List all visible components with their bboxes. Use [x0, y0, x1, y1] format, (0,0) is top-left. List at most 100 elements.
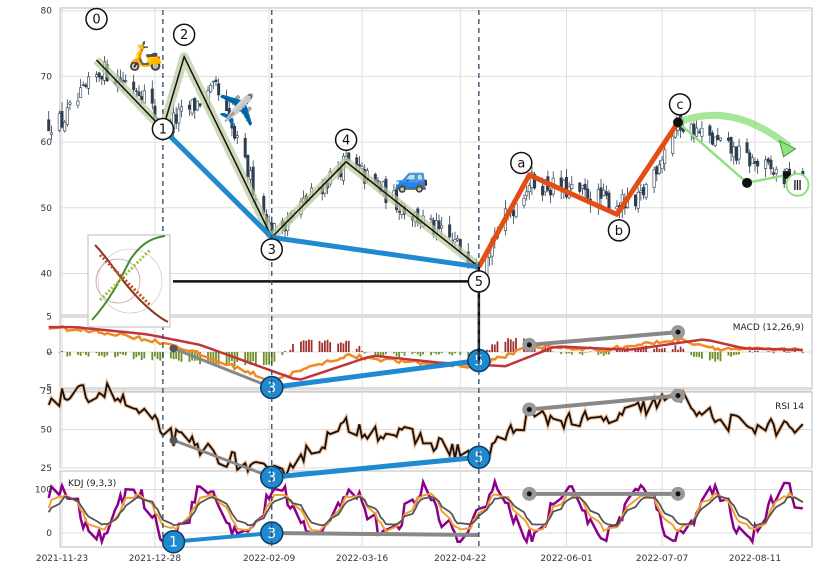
- candle-body: [198, 103, 202, 107]
- rsi-div-grey: [172, 438, 273, 479]
- candle-body: [97, 72, 101, 78]
- macd-hist-bar: [416, 352, 419, 355]
- candle-body: [150, 88, 154, 104]
- candle-body: [249, 170, 253, 180]
- macd-hist-bar: [730, 352, 733, 357]
- candle-body: [132, 81, 136, 90]
- macd-hist-bar: [84, 352, 87, 355]
- macd-y-tick: 5: [46, 313, 52, 323]
- macd-hist-bar: [578, 352, 581, 354]
- wave-label-3-circle: [260, 238, 284, 261]
- candle-body: [142, 90, 146, 104]
- macd-hist-bar: [690, 352, 693, 356]
- kdj-d-line: [47, 495, 804, 528]
- candle-body: [708, 125, 712, 136]
- candle-body: [697, 131, 701, 133]
- candle-body: [570, 183, 574, 189]
- candle-body: [511, 210, 515, 217]
- macd-hist-bar: [217, 352, 220, 365]
- macd-hist-bar: [47, 352, 50, 354]
- wave-label-4-circle: [334, 128, 358, 152]
- price-y-tick: 70: [41, 72, 53, 82]
- candle-body: [453, 239, 457, 243]
- macd-hist-bar: [79, 352, 82, 356]
- candle-body: [607, 192, 611, 211]
- candle-body: [360, 166, 364, 169]
- macd-hist-bar: [188, 352, 191, 362]
- rsi-y-tick: 50: [41, 426, 53, 436]
- macd-hist-bar: [653, 348, 656, 352]
- candle-body: [137, 91, 141, 97]
- macd-hist-bar: [714, 352, 717, 362]
- macd-hist-bar: [639, 348, 642, 352]
- price-panel-frame: [59, 7, 813, 316]
- candle-body: [235, 135, 239, 138]
- macd-hist-bar: [719, 352, 722, 362]
- macd-hist-bar: [284, 351, 286, 352]
- wave-label-2-circle: [172, 23, 196, 46]
- kdj-div-blue: [173, 531, 272, 544]
- macd-hist-bar: [382, 352, 385, 357]
- candle-body: [655, 166, 659, 175]
- candle-body: [615, 206, 619, 210]
- macd-hist-bar: [265, 352, 268, 365]
- macd-hist-bar: [785, 352, 788, 353]
- price-y-tick: 50: [41, 204, 53, 214]
- macd-hist-bar: [377, 352, 379, 357]
- scooter-icon: 🛵: [128, 39, 163, 72]
- rsi-div-node: [169, 436, 178, 445]
- macd-hist-bar: [116, 352, 119, 357]
- macd-hist-bar: [225, 352, 228, 365]
- macd-hist-bar: [738, 352, 740, 355]
- macd-hist-bar: [122, 352, 124, 355]
- macd-hist-bar: [270, 352, 273, 364]
- macd-hist-bar: [602, 352, 605, 356]
- candle-body: [756, 160, 760, 167]
- candle-body: [726, 137, 730, 141]
- kdj-k-line: [47, 491, 804, 533]
- wave-label-a: a: [517, 156, 525, 171]
- macd-hist-bar: [358, 345, 361, 352]
- price-y-tick: 40: [41, 270, 53, 280]
- candle-body: [639, 190, 643, 193]
- macd-hist-bar: [273, 352, 276, 362]
- candle-body: [211, 80, 215, 83]
- macd-hist-bar: [438, 352, 440, 355]
- signal-line: [48, 325, 803, 381]
- candle-body: [745, 142, 749, 153]
- candle-body: [734, 146, 738, 161]
- macd-hist-bar: [411, 352, 414, 355]
- macd-y-tick: 0: [46, 348, 52, 358]
- rsi-y-tick: 25: [41, 464, 52, 474]
- candle-body: [65, 107, 69, 125]
- wave-label-a-circle: [510, 151, 533, 175]
- macd-hist-bar: [608, 352, 610, 355]
- wave-label-0: 0: [92, 12, 100, 27]
- macd-hist-bar: [323, 340, 326, 352]
- forecast-marker: [785, 172, 810, 197]
- macd-hist-bar: [454, 352, 456, 354]
- macd-hist-bar: [549, 349, 552, 352]
- candle-body: [634, 194, 638, 207]
- candle-body: [663, 149, 667, 165]
- macd-hist-bar: [100, 352, 103, 356]
- macd-hist-bar: [589, 351, 592, 352]
- macd-hist-bar: [772, 352, 775, 354]
- macd-hist-bar: [249, 352, 252, 365]
- candle-body: [440, 225, 444, 229]
- candle-body: [527, 184, 531, 193]
- macd-hist-bar: [507, 338, 509, 352]
- rsi-panel: RSI 1435: [46, 377, 804, 489]
- airplane-icon: ✈️: [218, 91, 255, 128]
- macd-hist-bar: [422, 352, 425, 355]
- price-y-tick: 60: [41, 138, 53, 148]
- macd-hist-bar: [355, 348, 358, 352]
- corrective-wave-line: [476, 121, 681, 269]
- impulse-wave-line: [95, 54, 480, 268]
- x-tick-label: 2021-11-23: [36, 554, 88, 564]
- macd-hist-bar: [95, 352, 98, 354]
- candle-body: [124, 80, 128, 82]
- macd-hist-bar: [711, 352, 714, 359]
- macd-hist-bar: [347, 340, 350, 352]
- macd-hist-bar: [321, 342, 324, 352]
